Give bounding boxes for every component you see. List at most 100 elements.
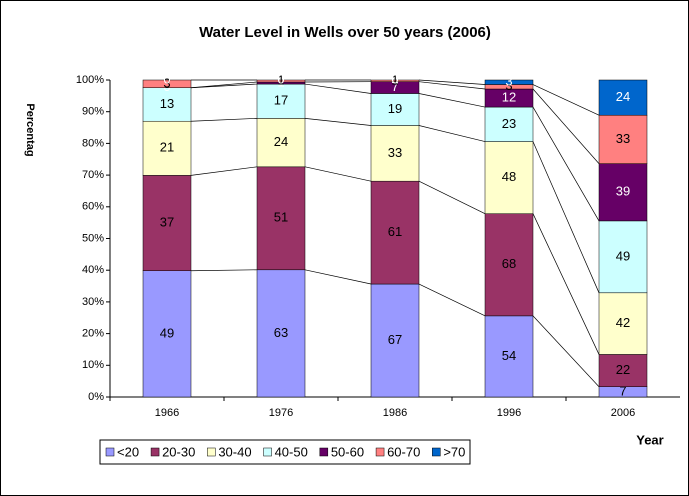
bar-segment (598, 220, 648, 294)
bar-segment (370, 79, 420, 82)
bar-segment (142, 120, 192, 176)
series-line (418, 93, 486, 108)
bar-segment (370, 125, 420, 182)
y-tick-label: 60% (82, 201, 104, 213)
series-line (532, 106, 600, 222)
legend-swatch (150, 447, 160, 457)
x-tick-label: 1996 (497, 407, 521, 419)
y-tick-label: 100% (76, 74, 104, 86)
data-label: 0 (391, 71, 398, 86)
series-line (418, 283, 486, 317)
series-line (190, 269, 258, 272)
y-tick-label: 0% (88, 391, 104, 403)
bar-segment (142, 87, 192, 122)
data-label: 1 (391, 72, 398, 87)
bar-segment (370, 180, 420, 285)
data-label: 3 (505, 78, 512, 93)
data-label: 24 (274, 134, 288, 149)
legend: <20 20-30 30-40 40-50 50-60 60-70 >70 (99, 439, 471, 465)
y-tick-label: 70% (82, 169, 104, 181)
x-axis-label: Year (636, 432, 663, 447)
y-tick-label: 40% (82, 264, 104, 276)
bar-segment (256, 269, 306, 398)
bar-segment (598, 354, 648, 387)
bar-segment (370, 283, 420, 398)
series-line (418, 180, 486, 215)
data-label: 51 (274, 210, 288, 225)
series-line (304, 118, 372, 126)
data-label: 3 (505, 74, 512, 89)
legend-label: 40-50 (275, 444, 308, 459)
data-label: 49 (160, 325, 174, 340)
legend-swatch (375, 447, 385, 457)
y-tick-label: 10% (82, 359, 104, 371)
legend-swatch (207, 447, 216, 457)
x-tick-label: 1966 (155, 407, 179, 419)
bar-segment (256, 79, 306, 83)
legend-swatch (319, 447, 329, 457)
series-line (418, 79, 486, 85)
series-line (532, 84, 600, 116)
series-line (304, 269, 372, 285)
legend-box (99, 439, 471, 465)
chart-title: Water Level in Wells over 50 years (2006… (199, 24, 491, 41)
bar-segment (256, 166, 306, 271)
data-label: 22 (616, 362, 630, 377)
data-label: 7 (391, 79, 398, 94)
bar-segment (484, 106, 534, 142)
legend-label: 50-60 (331, 444, 364, 459)
bar-segment (598, 292, 648, 355)
legend-label: 60-70 (387, 444, 420, 459)
bar-segment (370, 93, 420, 126)
y-axis-label: Percentag (24, 103, 36, 156)
bar-segment (484, 79, 534, 85)
bar-segment (598, 79, 648, 116)
y-tick-label: 30% (82, 296, 104, 308)
y-tick-label: 20% (82, 328, 104, 340)
x-tick-label: 1976 (269, 407, 293, 419)
data-label: 0 (277, 71, 284, 86)
data-label: 23 (502, 116, 516, 131)
data-label: 42 (616, 315, 630, 330)
data-label: 19 (388, 101, 402, 116)
series-line (190, 166, 258, 176)
data-label: 54 (502, 348, 516, 363)
data-label: 39 (616, 184, 630, 199)
data-label: 7 (619, 383, 626, 398)
series-line (532, 315, 600, 387)
y-tick-label: 50% (82, 232, 104, 244)
data-label: 17 (274, 93, 288, 108)
data-label: 1 (277, 72, 284, 87)
data-label: 3 (163, 75, 170, 90)
y-tick-label: 80% (82, 137, 104, 149)
y-tick-label: 90% (82, 106, 104, 118)
data-label: 33 (388, 145, 402, 160)
legend-label: 30-40 (218, 444, 251, 459)
legend-label: 20-30 (162, 444, 195, 459)
series-line (532, 88, 600, 164)
series-line (418, 81, 486, 90)
data-label: 12 (502, 89, 516, 104)
bar-segment (142, 175, 192, 271)
data-label: 0 (163, 71, 170, 86)
data-label: 33 (616, 131, 630, 146)
bar-segment (256, 83, 306, 119)
series-line (190, 81, 258, 89)
bar-segment (484, 213, 534, 317)
series-line (190, 118, 258, 122)
bar-segment (142, 270, 192, 398)
data-label: 49 (616, 248, 630, 263)
data-label: 21 (160, 140, 174, 155)
bar-segment (598, 114, 648, 164)
legend-swatch (432, 447, 441, 457)
data-label: 68 (502, 256, 516, 271)
x-tick-label: 2006 (611, 407, 635, 419)
legend-swatch (263, 447, 272, 457)
data-label: 13 (160, 96, 174, 111)
legend-label: >70 (443, 444, 465, 459)
bar-segment (142, 79, 192, 88)
legend-label: <20 (117, 444, 139, 459)
series-line (532, 141, 600, 293)
